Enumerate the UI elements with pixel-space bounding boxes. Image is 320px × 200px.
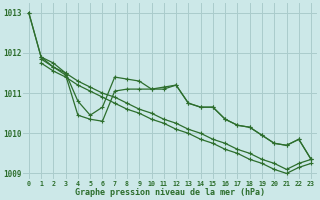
X-axis label: Graphe pression niveau de la mer (hPa): Graphe pression niveau de la mer (hPa) [75, 188, 265, 197]
